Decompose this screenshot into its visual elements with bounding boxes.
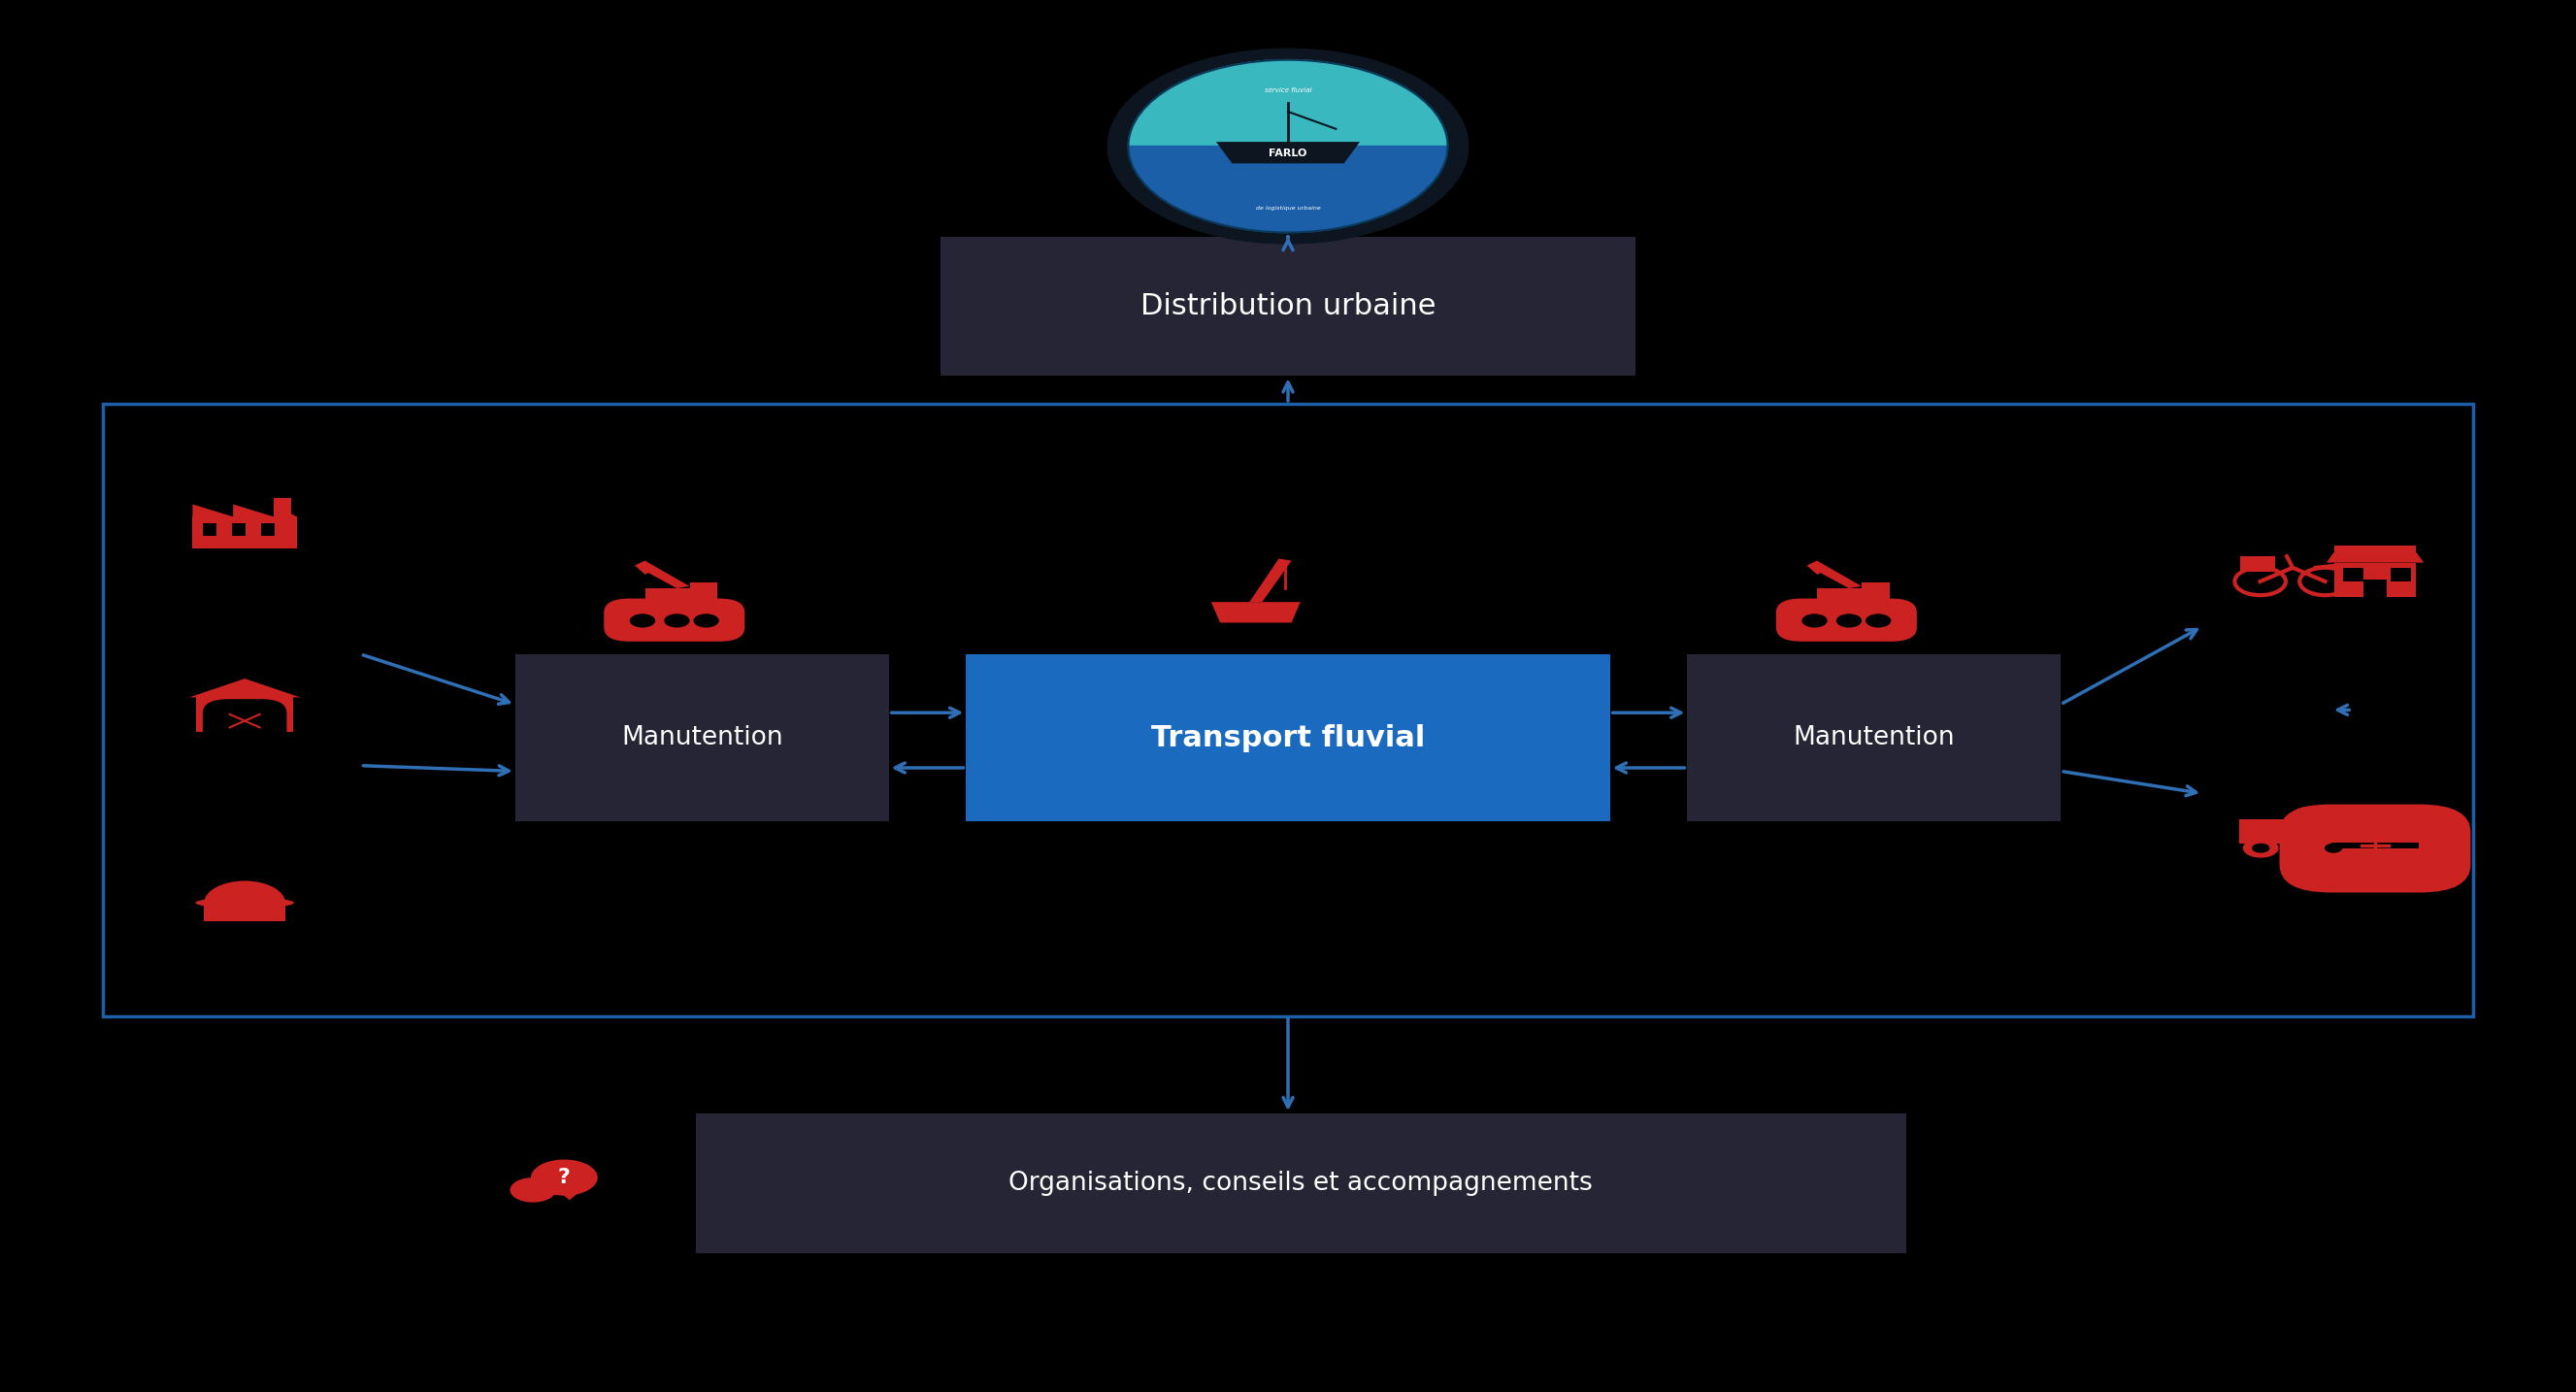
Bar <box>1816 589 1880 612</box>
Text: FARLO: FARLO <box>1270 148 1306 157</box>
Circle shape <box>510 1178 556 1203</box>
Polygon shape <box>559 1192 580 1200</box>
Polygon shape <box>1249 558 1291 601</box>
Bar <box>273 498 291 516</box>
Circle shape <box>693 614 719 628</box>
Bar <box>2365 579 2385 597</box>
Bar <box>196 697 294 732</box>
Bar <box>2241 557 2275 572</box>
Bar <box>696 1114 1906 1253</box>
Bar <box>940 237 1636 376</box>
Polygon shape <box>193 504 296 516</box>
Text: Organisations, conseils et accompagnements: Organisations, conseils et accompagnemen… <box>1010 1171 1592 1196</box>
Bar <box>1862 583 1891 600</box>
FancyBboxPatch shape <box>603 599 744 642</box>
Circle shape <box>531 1160 598 1196</box>
Polygon shape <box>1806 561 1862 589</box>
Bar <box>690 583 719 600</box>
Bar <box>644 589 708 612</box>
Text: Transport fluvial: Transport fluvial <box>1151 724 1425 752</box>
Bar <box>204 523 216 536</box>
Circle shape <box>2251 844 2269 853</box>
Bar <box>103 404 2473 1016</box>
FancyBboxPatch shape <box>1775 599 1917 642</box>
Bar <box>193 516 296 548</box>
Ellipse shape <box>196 896 294 909</box>
Circle shape <box>1837 614 1862 628</box>
Bar <box>204 902 286 922</box>
Bar <box>515 654 889 821</box>
Circle shape <box>2324 844 2342 853</box>
Text: service fluvial: service fluvial <box>1265 88 1311 93</box>
Circle shape <box>1108 49 1468 244</box>
FancyBboxPatch shape <box>204 699 286 746</box>
Circle shape <box>1801 614 1826 628</box>
Circle shape <box>2316 838 2352 857</box>
Polygon shape <box>1216 142 1360 163</box>
Polygon shape <box>634 561 654 575</box>
Bar <box>2342 568 2365 582</box>
Text: ?: ? <box>559 1168 569 1187</box>
Text: Manutention: Manutention <box>621 725 783 750</box>
Bar <box>2239 818 2329 844</box>
Bar <box>2334 546 2416 551</box>
Polygon shape <box>188 679 301 697</box>
Bar <box>2391 568 2411 582</box>
Bar <box>260 523 276 536</box>
Circle shape <box>2244 838 2280 857</box>
FancyBboxPatch shape <box>2280 805 2470 892</box>
Wedge shape <box>1128 146 1448 232</box>
Text: de logistique urbaine: de logistique urbaine <box>1255 206 1321 210</box>
Circle shape <box>629 614 654 628</box>
Wedge shape <box>204 881 286 903</box>
Bar <box>2331 842 2419 848</box>
Text: Distribution urbaine: Distribution urbaine <box>1141 292 1435 320</box>
Polygon shape <box>634 561 690 589</box>
Circle shape <box>1865 614 1891 628</box>
Polygon shape <box>2326 551 2424 562</box>
Bar <box>2324 842 2334 852</box>
Text: Manutention: Manutention <box>1793 725 1955 750</box>
Bar <box>2334 562 2416 597</box>
Polygon shape <box>1211 601 1301 622</box>
Bar <box>966 654 1610 821</box>
Wedge shape <box>1128 60 1448 146</box>
Bar <box>1687 654 2061 821</box>
Circle shape <box>665 614 690 628</box>
Bar <box>232 523 245 536</box>
Polygon shape <box>1806 561 1826 575</box>
FancyBboxPatch shape <box>2290 806 2378 853</box>
